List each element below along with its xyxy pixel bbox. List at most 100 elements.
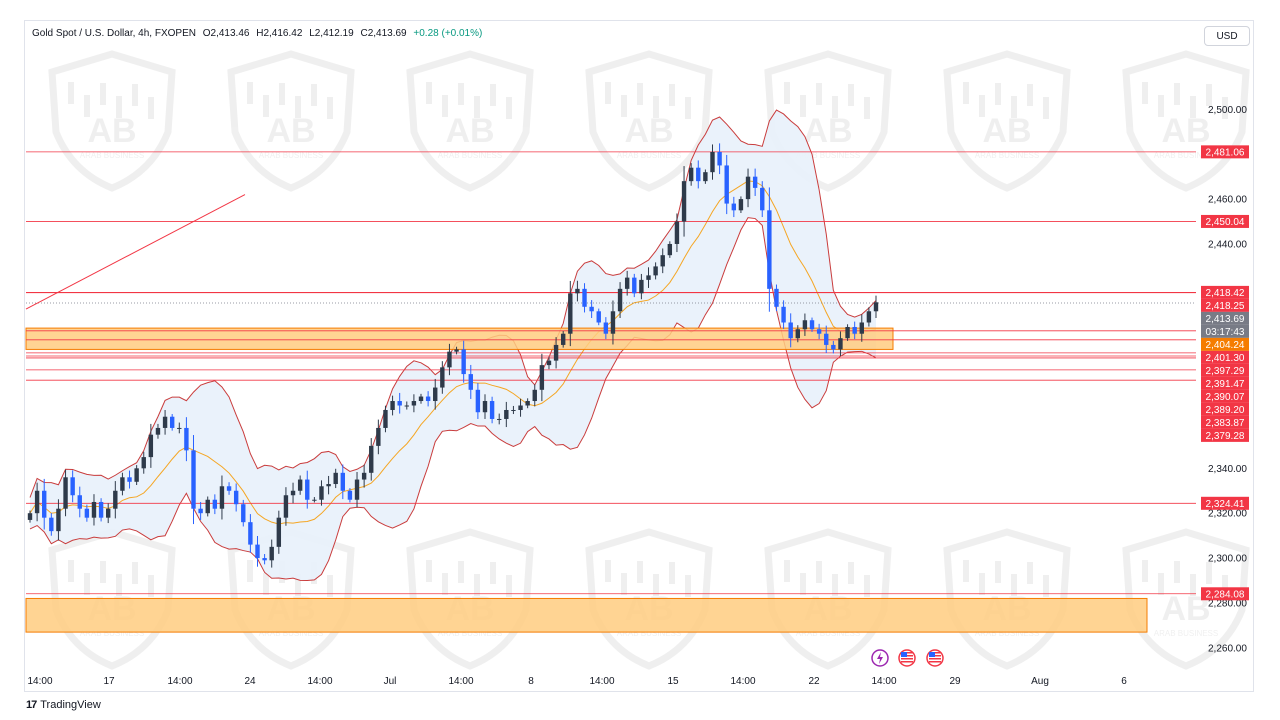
- candle-body: [27, 513, 33, 520]
- candle-body: [788, 322, 793, 339]
- candle-body: [397, 401, 402, 406]
- candle-body: [198, 508, 203, 514]
- candle-body: [404, 405, 409, 407]
- candle-body: [617, 288, 623, 312]
- candle-body: [276, 517, 282, 547]
- candle-body: [49, 517, 54, 532]
- y-tick-label: 2,300.00: [1208, 554, 1247, 565]
- currency-button[interactable]: USD: [1204, 26, 1250, 46]
- time-axis: 14:00 17 14:00 24 14:00 Jul 14:00 8 14:00 15 14:00…: [27, 676, 1127, 687]
- candle-body: [738, 199, 744, 211]
- lightning-icon[interactable]: [871, 649, 889, 667]
- watermark-text: ARAB BUSINESS: [617, 629, 681, 638]
- candle-body: [845, 326, 850, 339]
- y-tick-label: 2,320.00: [1208, 509, 1247, 520]
- x-tick-label: 14:00: [589, 676, 614, 687]
- candle-body: [546, 360, 552, 366]
- candle-body: [312, 499, 317, 501]
- price-label-box: [1201, 402, 1249, 416]
- candle-body: [525, 401, 530, 406]
- price-label: 2,391.47: [1206, 379, 1245, 390]
- candle-body: [568, 293, 573, 334]
- watermark-text: ARAB BUSINESS: [975, 629, 1039, 638]
- candle-body: [56, 508, 61, 532]
- watermark-text: ARAB BUSINESS: [438, 151, 502, 160]
- svg-text:AB: AB: [624, 112, 673, 150]
- event-icons: [871, 649, 944, 667]
- candle-body: [560, 333, 566, 345]
- price-label-box: [1201, 214, 1249, 228]
- y-tick-label: 2,280.00: [1208, 598, 1247, 609]
- candle-body: [333, 472, 338, 485]
- x-tick-label: 14:00: [871, 676, 896, 687]
- candle-body: [184, 427, 189, 451]
- candle-body: [688, 167, 694, 182]
- candle-body: [475, 389, 481, 413]
- x-tick-label: 22: [808, 676, 820, 687]
- candle-body: [703, 172, 708, 182]
- candle-body: [390, 401, 395, 410]
- candle-body: [77, 495, 82, 509]
- candle-body: [369, 445, 374, 473]
- candle-body: [134, 468, 139, 482]
- candle-body: [539, 365, 545, 390]
- footer[interactable]: 17 TradingView: [26, 699, 101, 711]
- tradingview-logo-icon: 17: [26, 699, 37, 711]
- candle-body: [354, 479, 360, 500]
- candle-body: [774, 288, 779, 307]
- us-flag-icon[interactable]: [926, 649, 944, 667]
- x-tick-label: 24: [244, 676, 256, 687]
- candle-body: [724, 165, 729, 204]
- watermark-text: ARAB BUSINESS: [80, 151, 144, 160]
- candle-body: [489, 401, 495, 419]
- price-label: 2,379.28: [1206, 431, 1245, 442]
- candle-body: [873, 302, 879, 312]
- us-flag-icon[interactable]: [898, 649, 916, 667]
- price-axis: 2,500.00 2,460.00 2,440.00 2,340.00 2,320.00…: [1208, 105, 1247, 654]
- x-tick-label: 14:00: [448, 676, 473, 687]
- candle-body: [553, 344, 559, 361]
- candle-body: [696, 167, 701, 182]
- candle-body: [802, 320, 808, 330]
- x-tick-label: 17: [103, 676, 115, 687]
- trendline: [25, 194, 246, 310]
- candle-body: [582, 288, 587, 307]
- candle-body: [831, 344, 836, 350]
- watermark-text: ARAB BUSINESS: [259, 629, 323, 638]
- candle-body: [376, 427, 381, 446]
- price-label-box: [1201, 337, 1249, 351]
- candle-body: [226, 486, 232, 491]
- price-label-box: [1201, 428, 1249, 442]
- ohlc-open: O2,413.46: [202, 28, 250, 39]
- price-label: 2,390.07: [1206, 392, 1245, 403]
- price-label: 2,450.04: [1206, 217, 1245, 228]
- symbol-name: Gold Spot / U.S. Dollar, 4h, FXOPEN: [32, 28, 196, 39]
- candle-body: [852, 326, 857, 334]
- price-label-box: [1201, 311, 1249, 325]
- candle-body: [440, 367, 445, 388]
- price-label-box: [1201, 389, 1249, 403]
- svg-text:AB: AB: [445, 112, 494, 150]
- candle-body: [610, 311, 616, 334]
- x-tick-label: Jul: [384, 676, 397, 687]
- x-tick-label: 14:00: [27, 676, 52, 687]
- candle-body: [532, 389, 537, 402]
- candle-body: [120, 477, 125, 491]
- x-tick-label: 6: [1121, 676, 1127, 687]
- candle-body: [482, 401, 488, 413]
- candle-body: [326, 484, 331, 487]
- candle-body: [710, 151, 715, 173]
- price-label-box: [1201, 350, 1249, 364]
- candle-body: [646, 275, 651, 280]
- candle-body: [262, 558, 267, 561]
- candle-body: [824, 333, 829, 345]
- y-tick-label: 2,500.00: [1208, 105, 1247, 116]
- candle-body: [411, 401, 417, 406]
